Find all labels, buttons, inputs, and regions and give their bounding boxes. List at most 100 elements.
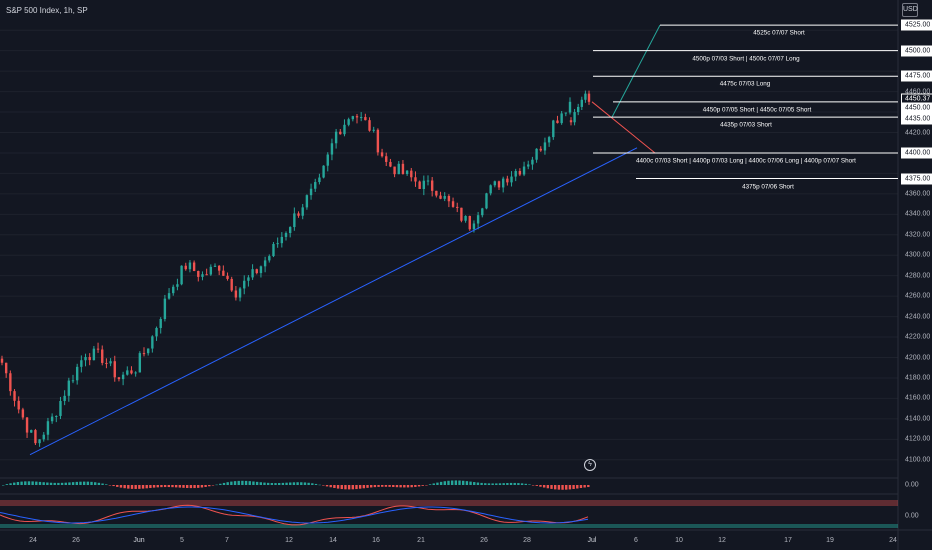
histogram-bar (94, 482, 97, 485)
candle-body (172, 286, 175, 294)
histogram-bar (270, 483, 274, 485)
option-level-label[interactable]: 4435p 07/03 Short (720, 121, 772, 129)
date-tick-label: 26 (72, 537, 80, 544)
histogram-bar (579, 485, 583, 488)
date-tick-label: 24 (889, 537, 897, 544)
histogram-bar (178, 485, 182, 488)
histogram-bar (311, 483, 314, 485)
candle-body (322, 165, 325, 178)
candle-body (447, 196, 451, 202)
histogram-bar (428, 484, 432, 485)
histogram-bar (259, 482, 262, 485)
option-level-label[interactable]: 4450p 07/05 Short | 4450c 07/05 Short (702, 106, 812, 114)
histogram-bar (392, 485, 395, 488)
candle-body (197, 270, 200, 277)
histogram-bar (75, 481, 78, 485)
candle-body (180, 265, 183, 285)
histogram-bar (587, 485, 590, 488)
histogram-bar (495, 483, 498, 485)
histogram-bar (171, 485, 174, 488)
histogram-bar (450, 480, 454, 485)
histogram-bar (186, 485, 189, 489)
candle-body (580, 99, 583, 107)
option-level-label[interactable]: 4500p 07/03 Short | 4500c 07/07 Long (692, 55, 800, 63)
histogram-bar (226, 482, 229, 485)
date-tick-label: 14 (329, 537, 337, 544)
candle-body (243, 280, 246, 289)
candle-body (88, 357, 91, 361)
date-tick-label: Jul (587, 537, 597, 544)
candle-body (21, 409, 25, 418)
candle-body (213, 265, 217, 267)
histogram-bar (211, 485, 215, 486)
candle-body (13, 391, 16, 401)
date-tick-label: 16 (372, 537, 380, 544)
option-level-label[interactable]: 4525c 07/07 Short (753, 29, 805, 37)
symbol-title[interactable]: S&P 500 Index, 1h, SP (6, 6, 88, 15)
histogram-bar (241, 480, 244, 485)
histogram-bar (476, 482, 480, 485)
price-tick-label: 4160.00 (905, 394, 931, 402)
histogram-bar (333, 485, 336, 488)
candle-body (109, 361, 112, 364)
histogram-bar (38, 481, 42, 485)
histogram-bar (410, 485, 413, 488)
candle-body (339, 131, 342, 135)
candle-body (247, 277, 250, 281)
histogram-bar (531, 485, 535, 486)
histogram-bar (42, 482, 45, 485)
candle-body (50, 416, 54, 422)
histogram-bar (2, 485, 5, 486)
candle-body (176, 284, 179, 287)
candle-body (401, 163, 405, 175)
histogram-bar (255, 481, 259, 485)
histogram-bar (546, 485, 550, 489)
histogram-bar (296, 482, 299, 485)
candle-body (96, 348, 100, 350)
candle-body (84, 357, 87, 361)
candle-body (142, 353, 146, 355)
histogram-bar (351, 485, 354, 490)
histogram-bar (314, 483, 318, 485)
histogram-bar (370, 485, 373, 488)
candle-body (80, 360, 83, 367)
overbought-band (0, 500, 898, 506)
histogram-bar (325, 485, 329, 487)
candle-body (464, 215, 467, 221)
histogram-bar (16, 482, 20, 485)
histogram-bar (395, 485, 399, 488)
price-tick-label: 4420.00 (905, 129, 931, 136)
histogram-bar (425, 485, 428, 486)
date-tick-label: 10 (675, 537, 683, 544)
histogram-bar (193, 485, 196, 489)
lightning-icon[interactable]: ϟ (584, 459, 596, 471)
candle-body (280, 236, 284, 244)
projection-down-line (591, 101, 656, 154)
candle-body (326, 154, 329, 166)
option-level-label[interactable]: 4475c 07/03 Long (719, 80, 771, 88)
price-tick-label: 4360.00 (905, 190, 931, 198)
candle-body (34, 430, 37, 444)
candle-body (272, 243, 275, 257)
option-level-label[interactable]: 4400c 07/03 Short | 4400p 07/03 Long | 4… (636, 157, 856, 165)
histogram-bar (263, 482, 266, 485)
histogram-bar (303, 482, 307, 485)
histogram-bar (329, 485, 332, 488)
histogram-bar (266, 482, 270, 485)
histogram-bar (557, 485, 561, 490)
histogram-bar (520, 483, 524, 485)
candle-body (222, 270, 225, 276)
histogram-bar (362, 485, 366, 489)
candle-body (71, 380, 75, 382)
candle-body (59, 400, 62, 416)
currency-badge[interactable]: USD (902, 3, 918, 17)
histogram-bar (403, 485, 406, 488)
date-tick-label: 17 (784, 537, 792, 544)
date-tick-label: 7 (225, 537, 229, 544)
price-tick-label: 4180.00 (905, 374, 931, 382)
candle-body (17, 400, 20, 410)
option-level-label[interactable]: 4375p 07/06 Short (742, 183, 794, 191)
